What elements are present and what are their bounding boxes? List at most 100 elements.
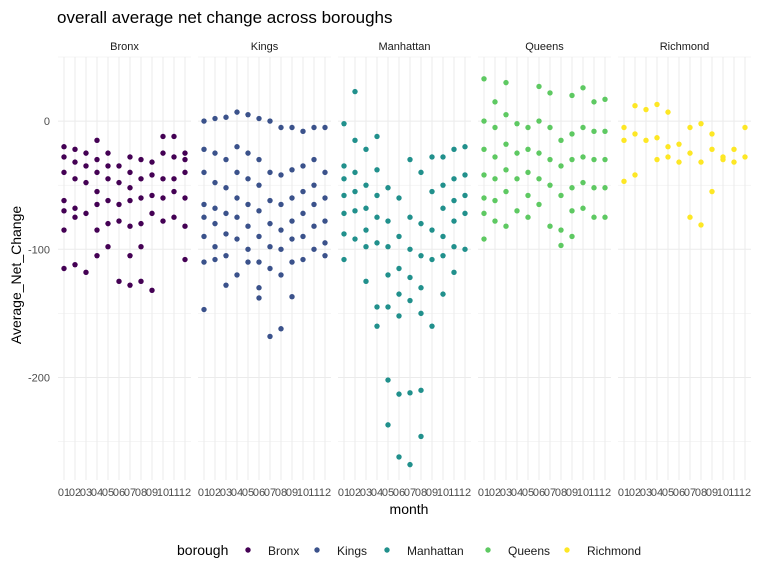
data-point — [83, 179, 89, 186]
data-point — [481, 210, 487, 217]
data-point — [83, 163, 89, 169]
data-point — [182, 195, 188, 201]
data-point — [558, 242, 564, 249]
data-point — [256, 295, 262, 301]
data-point — [267, 118, 273, 124]
data-point — [514, 120, 520, 127]
x-tick-label: 10 — [437, 487, 449, 499]
x-tick-label: 03 — [640, 487, 652, 499]
data-point — [481, 236, 487, 242]
y-axis-title: Average_Net_Change — [8, 206, 24, 345]
x-tick-label: 05 — [662, 487, 674, 499]
data-point — [61, 144, 67, 150]
data-point — [440, 154, 446, 160]
data-point — [234, 272, 240, 278]
data-point — [127, 252, 133, 259]
data-point — [289, 167, 295, 173]
data-point — [61, 154, 67, 160]
x-tick-label: 04 — [371, 487, 383, 499]
legend: borough Bronx Kings Manhattan Queens Richmon… — [177, 542, 641, 558]
data-point — [374, 133, 380, 140]
data-point — [492, 124, 498, 131]
data-point — [300, 163, 306, 169]
x-tick-label: 07 — [124, 487, 136, 499]
data-point — [363, 182, 369, 188]
data-point — [138, 244, 144, 250]
legend-label: Richmond — [587, 544, 641, 558]
data-point — [374, 240, 380, 246]
data-point — [300, 233, 306, 240]
data-point — [245, 223, 251, 229]
data-point — [201, 233, 207, 240]
data-point — [440, 205, 446, 211]
data-point — [171, 214, 177, 220]
data-point — [223, 231, 229, 237]
x-tick-label: 06 — [253, 487, 265, 499]
data-point — [385, 244, 391, 250]
data-point — [451, 146, 457, 152]
x-tick-label: 07 — [404, 487, 416, 499]
data-point — [503, 167, 509, 173]
legend-key — [384, 547, 390, 553]
data-point — [311, 124, 317, 131]
data-point — [116, 218, 122, 224]
data-point — [580, 205, 586, 211]
data-point — [503, 79, 509, 86]
data-point — [171, 176, 177, 182]
data-point — [311, 201, 317, 208]
data-point — [234, 169, 240, 176]
x-tick-label: 12 — [459, 487, 471, 499]
data-point — [311, 182, 317, 188]
data-point — [322, 169, 328, 176]
data-point — [621, 137, 627, 144]
data-point — [363, 244, 369, 250]
data-point — [116, 163, 122, 169]
data-point — [742, 154, 748, 160]
data-point — [363, 146, 369, 152]
data-point — [418, 310, 424, 317]
data-point — [149, 192, 155, 199]
data-point — [525, 146, 531, 152]
data-point — [514, 208, 520, 214]
data-point — [256, 156, 262, 163]
data-point — [267, 265, 273, 272]
y-tick-label: 0 — [44, 116, 50, 128]
data-point — [547, 90, 553, 96]
x-tick-label: 01 — [618, 487, 630, 499]
strip-label: Manhattan — [379, 41, 431, 53]
legend-label: Manhattan — [407, 544, 464, 558]
data-point — [245, 176, 251, 182]
data-point — [407, 246, 413, 252]
data-point — [698, 120, 704, 127]
data-point — [289, 195, 295, 201]
data-point — [591, 185, 597, 191]
data-point — [201, 146, 207, 152]
data-point — [201, 201, 207, 208]
data-point — [440, 182, 446, 188]
data-point — [698, 159, 704, 165]
data-point — [138, 195, 144, 201]
data-point — [558, 227, 564, 233]
data-point — [621, 178, 627, 185]
data-point — [127, 169, 133, 176]
x-tick-label: 06 — [393, 487, 405, 499]
data-point — [429, 323, 435, 329]
data-point — [223, 252, 229, 259]
x-tick-label: 03 — [80, 487, 92, 499]
data-point — [709, 146, 715, 152]
data-point — [245, 246, 251, 252]
data-point — [396, 454, 402, 460]
data-point — [278, 172, 284, 178]
data-point — [621, 124, 627, 131]
data-point — [105, 176, 111, 182]
data-point — [289, 236, 295, 242]
data-point — [385, 185, 391, 191]
data-point — [451, 197, 457, 204]
data-point — [407, 461, 413, 468]
x-tick-label: 02 — [349, 487, 361, 499]
data-point — [311, 156, 317, 163]
data-point — [149, 159, 155, 165]
data-point — [322, 218, 328, 224]
data-point — [72, 176, 78, 182]
